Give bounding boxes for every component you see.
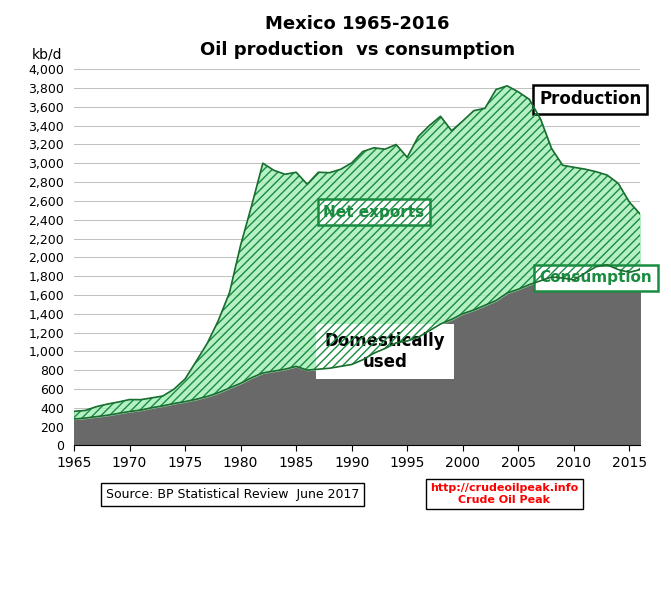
Text: Production: Production	[539, 90, 641, 108]
Text: Consumption: Consumption	[539, 270, 652, 286]
Text: http://crudeoilpeak.info
Crude Oil Peak: http://crudeoilpeak.info Crude Oil Peak	[430, 484, 578, 505]
Title: Mexico 1965-2016
Oil production  vs consumption: Mexico 1965-2016 Oil production vs consu…	[200, 15, 515, 59]
Text: Net exports: Net exports	[323, 205, 425, 220]
Text: Domestically
used: Domestically used	[325, 332, 446, 370]
Text: kb/d: kb/d	[32, 48, 62, 62]
Text: Source: BP Statistical Review  June 2017: Source: BP Statistical Review June 2017	[106, 488, 359, 501]
